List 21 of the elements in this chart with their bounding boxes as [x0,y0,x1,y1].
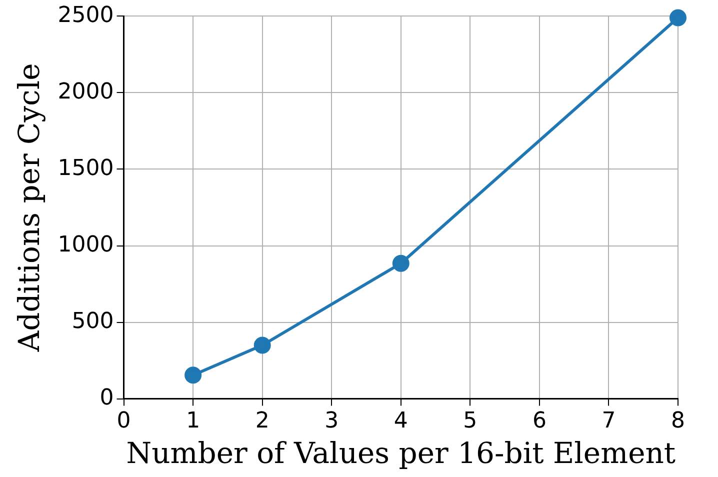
point [184,366,202,384]
x-tick-label: 0 [116,408,131,434]
x-tick-label: 6 [532,408,546,434]
point [670,9,686,26]
x-tick-label: 4 [394,408,408,434]
point [392,254,410,272]
x-tick-label: 2 [255,408,270,434]
x-axis-title: Number of Values per 16-bit Element [126,436,676,470]
y-tick-label: 2000 [58,79,114,104]
y-tick-label: 1500 [58,156,114,181]
x-tick-label: 5 [463,408,478,434]
x-tick-label: 1 [186,408,200,434]
y-tick-label: 0 [100,386,114,411]
y-tick-label: 1000 [58,232,114,258]
x-tick-label: 7 [602,408,616,434]
point [254,336,271,354]
y-tick-label: 2500 [58,2,114,28]
x-tick-label: 8 [671,408,685,434]
y-tick-label: 500 [72,309,114,334]
y-axis-title: Additions per Cycle [12,63,46,353]
x-tick-label: 3 [324,408,339,434]
